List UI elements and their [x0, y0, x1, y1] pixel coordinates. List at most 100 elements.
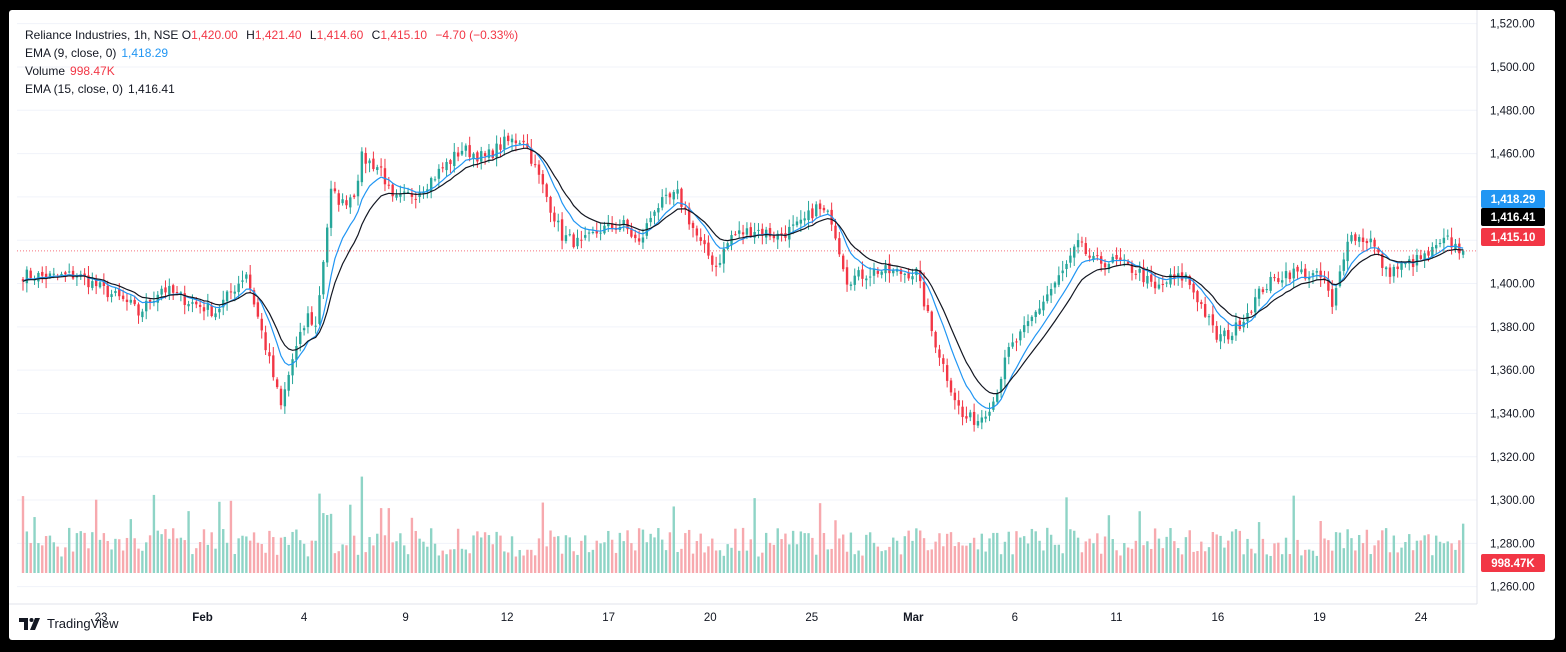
candle-down[interactable]	[1084, 243, 1087, 255]
candle-up[interactable]	[664, 194, 668, 196]
candle-up[interactable]	[564, 235, 568, 242]
candle-down[interactable]	[537, 164, 541, 175]
candle-up[interactable]	[915, 268, 918, 275]
candle-up[interactable]	[568, 234, 571, 236]
candle-up[interactable]	[641, 237, 645, 243]
candle-up[interactable]	[1165, 282, 1168, 284]
candle-up[interactable]	[168, 285, 171, 295]
candle-down[interactable]	[345, 200, 348, 206]
candle-up[interactable]	[1384, 267, 1388, 270]
candle-down[interactable]	[1319, 270, 1322, 278]
candle-up[interactable]	[1265, 289, 1268, 291]
candle-down[interactable]	[1188, 276, 1191, 285]
candle-down[interactable]	[930, 311, 933, 332]
candle-up[interactable]	[1026, 321, 1030, 327]
candle-down[interactable]	[845, 267, 849, 285]
candle-down[interactable]	[553, 212, 556, 222]
candle-up[interactable]	[1003, 357, 1007, 380]
candle-down[interactable]	[545, 184, 548, 197]
candle-down[interactable]	[1450, 237, 1453, 248]
ema9-price-tag[interactable]	[1481, 190, 1545, 208]
ema15-line[interactable]	[22, 147, 1464, 395]
candle-up[interactable]	[1461, 250, 1465, 255]
candle-up[interactable]	[314, 325, 317, 327]
candle-up[interactable]	[1254, 297, 1257, 313]
candle-down[interactable]	[772, 235, 776, 239]
candle-up[interactable]	[849, 284, 853, 286]
candle-up[interactable]	[518, 142, 521, 144]
candle-down[interactable]	[1238, 320, 1242, 329]
candle-up[interactable]	[1230, 335, 1234, 341]
candle-up[interactable]	[753, 231, 756, 238]
candle-down[interactable]	[387, 184, 391, 186]
candle-up[interactable]	[302, 328, 306, 331]
candle-up[interactable]	[329, 188, 333, 228]
candle-up[interactable]	[318, 295, 321, 324]
candle-up[interactable]	[1073, 246, 1076, 258]
candle-up[interactable]	[984, 416, 987, 419]
candle-up[interactable]	[1342, 259, 1345, 271]
candle-up[interactable]	[584, 235, 587, 238]
candle-up[interactable]	[1269, 276, 1272, 291]
candle-down[interactable]	[714, 265, 718, 267]
candle-down[interactable]	[272, 355, 275, 378]
candle-up[interactable]	[1146, 275, 1149, 284]
candle-down[interactable]	[1200, 302, 1203, 305]
candle-down[interactable]	[834, 225, 837, 239]
candle-down[interactable]	[414, 198, 417, 200]
candle-down[interactable]	[275, 379, 279, 388]
candle-up[interactable]	[145, 300, 148, 312]
candle-up[interactable]	[853, 275, 856, 285]
candle-up[interactable]	[653, 211, 656, 216]
candle-up[interactable]	[1138, 268, 1141, 273]
candle-down[interactable]	[1142, 267, 1145, 283]
candle-up[interactable]	[1049, 288, 1053, 296]
candle-down[interactable]	[379, 166, 383, 168]
candle-down[interactable]	[94, 279, 98, 287]
candle-up[interactable]	[433, 179, 437, 181]
candle-up[interactable]	[360, 151, 364, 183]
candle-down[interactable]	[1388, 267, 1392, 277]
candle-down[interactable]	[780, 233, 783, 235]
candle-down[interactable]	[934, 332, 937, 348]
candle-up[interactable]	[141, 311, 144, 318]
candle-down[interactable]	[1396, 266, 1399, 270]
candle-up[interactable]	[160, 288, 163, 295]
candle-up[interactable]	[868, 276, 872, 278]
candle-down[interactable]	[183, 293, 186, 305]
candle-up[interactable]	[803, 218, 806, 221]
candle-down[interactable]	[1261, 289, 1265, 293]
candle-up[interactable]	[795, 221, 799, 226]
candle-down[interactable]	[957, 400, 960, 406]
candle-up[interactable]	[607, 222, 610, 227]
candle-up[interactable]	[1423, 253, 1426, 260]
candle-down[interactable]	[630, 228, 633, 237]
candle-up[interactable]	[791, 224, 795, 226]
candle-up[interactable]	[980, 417, 984, 423]
candle-up[interactable]	[1157, 284, 1161, 289]
candle-down[interactable]	[580, 239, 583, 241]
candle-up[interactable]	[649, 217, 652, 223]
candle-up[interactable]	[1022, 325, 1026, 333]
candle-down[interactable]	[268, 352, 271, 357]
candle-up[interactable]	[1454, 243, 1457, 250]
candle-down[interactable]	[1096, 255, 1099, 257]
candle-up[interactable]	[206, 303, 210, 310]
candle-up[interactable]	[1053, 282, 1057, 288]
candle-up[interactable]	[1092, 255, 1095, 260]
last-price-tag[interactable]	[1481, 228, 1545, 246]
candle-up[interactable]	[179, 292, 183, 294]
candle-up[interactable]	[75, 276, 79, 278]
candle-down[interactable]	[522, 140, 525, 143]
candle-down[interactable]	[961, 406, 964, 418]
candle-up[interactable]	[326, 227, 329, 263]
candle-up[interactable]	[241, 280, 244, 282]
candle-up[interactable]	[1019, 331, 1022, 341]
candle-up[interactable]	[68, 271, 71, 273]
candle-up[interactable]	[1292, 268, 1295, 279]
candle-up[interactable]	[98, 282, 102, 288]
candle-down[interactable]	[476, 152, 479, 162]
candle-up[interactable]	[1392, 266, 1396, 277]
candle-up[interactable]	[1011, 342, 1014, 347]
legend-ema15-row[interactable]: EMA (15, close, 0) 1,416.41	[25, 80, 518, 98]
